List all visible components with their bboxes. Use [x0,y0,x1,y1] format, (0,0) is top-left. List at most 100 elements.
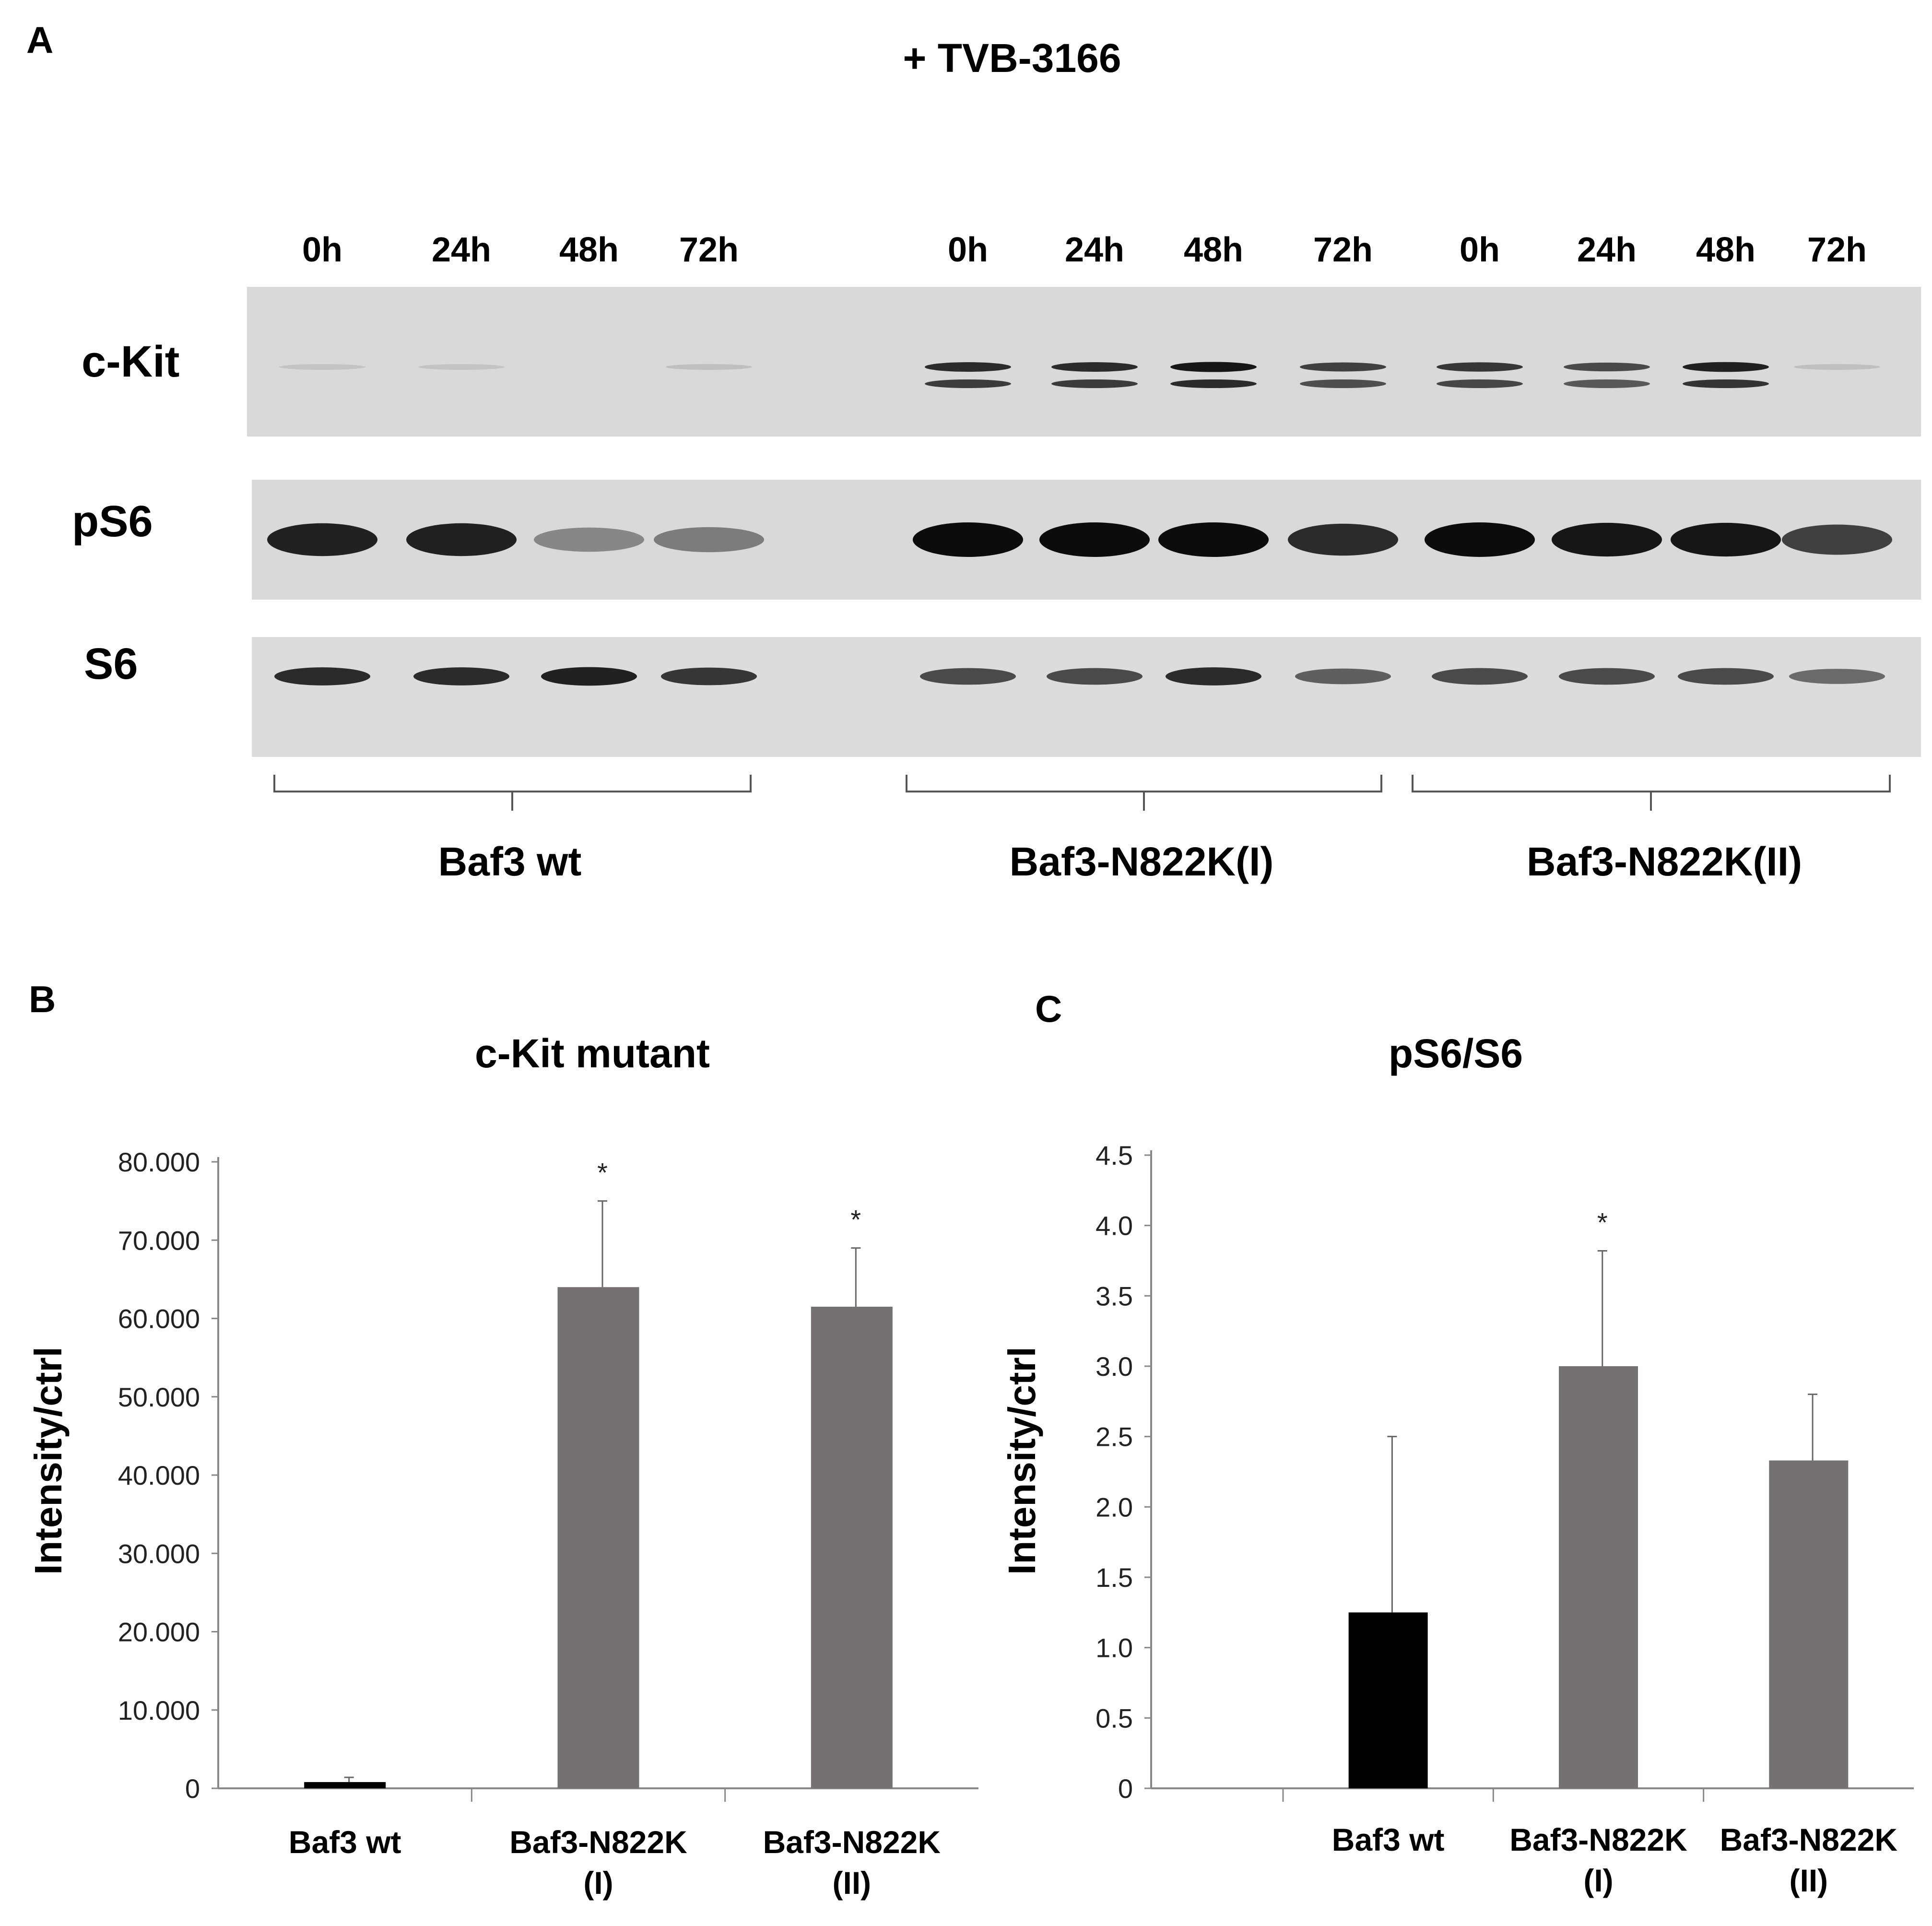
panel-a-letter: A [26,19,53,61]
y-tick-label: 0 [1118,1773,1133,1804]
band [1559,668,1655,685]
lane-time-labels: 0h 24h 48h 72h 0h 24h 48h 72h 0h 24h 48h… [302,231,1867,269]
bar [1348,1612,1428,1788]
chart-b-y-ticks: 0 10.000 20.000 30.000 40.000 50.000 60.000 70.… [118,1147,218,1804]
band [274,667,370,685]
blot-ps6-label: pS6 [72,497,153,546]
band [913,522,1023,557]
chart-b-title: c-Kit mutant [475,1031,710,1076]
band [666,364,752,370]
band [1425,522,1535,557]
band [1432,668,1528,685]
category-label: Baf3-N822K [1720,1822,1898,1857]
bar [304,1782,386,1788]
category-label: Baf3 wt [289,1824,401,1860]
blot-ckit-label: c-Kit [82,337,179,386]
y-tick-label: 3.5 [1096,1281,1133,1311]
chart-b-categories: Baf3 wt Baf3-N822K (I) Baf3-N822K (II) [289,1824,941,1901]
category-label: (II) [833,1865,872,1901]
panel-c-letter: C [1035,988,1062,1030]
blot-ckit-bands [279,362,1880,388]
bracket-baf3-n822k-i [906,775,1382,811]
blot-ps6: pS6 [72,480,1921,600]
band [1170,362,1257,372]
y-tick-label: 1.5 [1096,1562,1133,1593]
bracket-baf3-n822k-ii [1412,775,1891,811]
y-tick-label: 40.000 [118,1460,200,1490]
band [1158,522,1269,557]
y-tick-label: 0.5 [1096,1703,1133,1733]
chart-c-categories: Baf3 wt Baf3-N822K (I) Baf3-N822K (II) [1332,1822,1898,1898]
y-tick-label: 50.000 [118,1382,200,1412]
lane-label: 48h [1696,231,1755,269]
category-label: Baf3-N822K [763,1824,941,1860]
band [661,667,757,685]
band-lower [1051,379,1138,388]
lane-label: 0h [948,231,988,269]
band [1552,522,1662,557]
significance-star: * [597,1158,608,1188]
blot-s6-membrane [252,637,1921,757]
group-label-baf3-n822k-i: Baf3-N822K(I) [1010,839,1274,884]
panel-a: A + TVB-3166 0h 24h 48h 72h 0h 24h 48h 7… [26,19,1921,884]
y-tick-label: 0 [185,1773,200,1804]
y-tick-label: 1.0 [1096,1633,1133,1663]
chart-c-bars: * [1348,1207,1849,1788]
y-tick-label: 2.0 [1096,1492,1133,1522]
lane-label: 24h [1065,231,1124,269]
blot-s6-label: S6 [84,639,138,688]
band-lower [1437,379,1523,388]
band [279,364,365,370]
band [541,667,637,686]
band [1288,523,1398,556]
lane-label: 48h [1184,231,1243,269]
group-label-baf3-wt: Baf3 wt [438,839,582,884]
blot-ps6-bands [267,522,1892,557]
category-label: (I) [1583,1863,1613,1898]
bracket-baf3-wt [273,775,752,811]
bar [1559,1366,1638,1788]
y-tick-label: 80.000 [118,1147,200,1177]
y-tick-label: 30.000 [118,1538,200,1569]
band [534,527,644,552]
blot-s6: S6 [84,637,1921,757]
bar [1769,1460,1849,1788]
band [654,527,764,553]
band [925,362,1011,372]
band [1564,362,1650,372]
band [1166,667,1261,685]
lane-label: 72h [1807,231,1867,269]
band-lower [1300,379,1386,388]
y-tick-label: 70.000 [118,1225,200,1255]
y-tick-label: 10.000 [118,1695,200,1725]
chart-c: C pS6/S6 Intensity/ctrl 0 0.5 1.0 1.5 2.0 2.5… [1001,988,1914,1898]
group-label-baf3-n822k-ii: Baf3-N822K(II) [1527,839,1802,884]
y-tick-label: 60.000 [118,1304,200,1334]
band [1437,362,1523,372]
band [413,667,509,685]
category-label: Baf3 wt [1332,1822,1445,1857]
band [418,364,505,370]
lane-label: 0h [1460,231,1500,269]
category-label: Baf3-N822K [509,1824,687,1860]
lane-label: 24h [1577,231,1637,269]
band-lower [1683,379,1769,388]
band [1794,364,1880,370]
chart-c-ylabel: Intensity/ctrl [1001,1347,1043,1575]
band [1300,362,1386,372]
lane-label: 72h [679,231,739,269]
band [1047,668,1143,685]
band [1051,362,1138,372]
band [920,668,1016,685]
panel-a-title: + TVB-3166 [903,35,1121,81]
category-label: (II) [1790,1863,1828,1898]
lane-label: 0h [302,231,342,269]
y-tick-label: 4.0 [1096,1211,1133,1241]
bar [811,1307,893,1788]
y-tick-label: 4.5 [1096,1140,1133,1170]
significance-star: * [1597,1207,1608,1237]
blot-ckit: c-Kit [82,287,1921,437]
y-tick-label: 20.000 [118,1617,200,1647]
panel-b-letter: B [29,978,56,1020]
